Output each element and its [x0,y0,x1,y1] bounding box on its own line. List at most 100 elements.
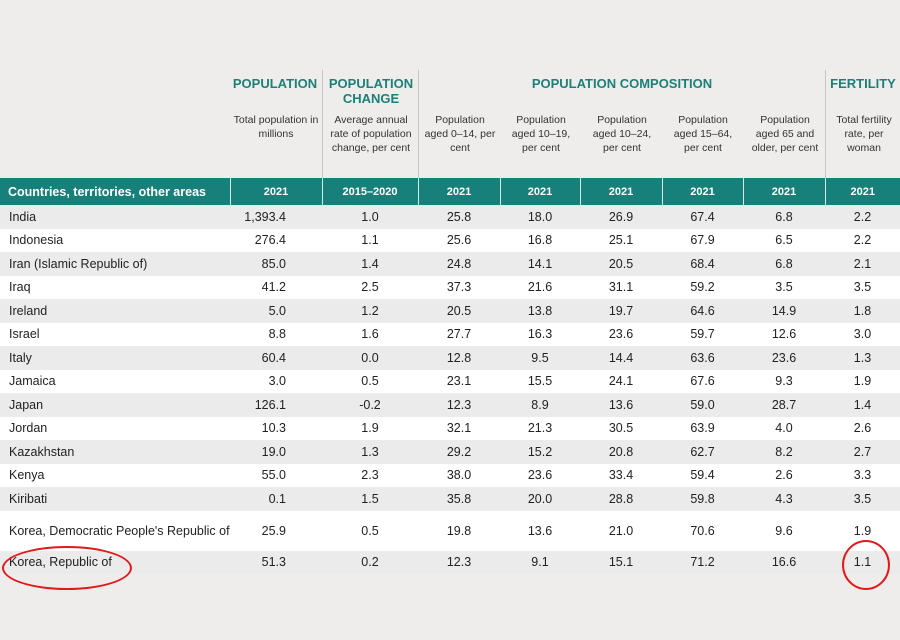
table-row: Indonesia 276.4 1.1 25.6 16.8 25.1 67.9 6.5 2.2 [0,228,900,252]
cell-value: 32.1 [446,421,472,436]
cell-value: 26.9 [608,209,634,224]
cell-value: 13.6 [527,523,553,538]
cell-value: 21.0 [608,523,634,538]
subheader: Total population in millions [233,114,319,140]
col-header: 2021 [499,178,580,205]
country-name: Iraq [9,280,31,295]
country-name: Japan [9,397,44,412]
annotation-circle-korea [2,546,132,590]
cell-value: 8.9 [531,397,549,412]
cell-value: 67.9 [690,233,715,248]
cell-value: 18.0 [527,209,553,224]
cell-value: 71.2 [690,555,715,570]
cell-value: 6.8 [775,256,793,271]
cell-value: 0.2 [361,555,379,570]
country-name: Israel [9,327,40,342]
cell-value: 13.8 [527,303,553,318]
divider [322,70,323,178]
cell-value: 2.7 [853,444,872,459]
cell-value: 10.3 [261,421,286,436]
population-table: Countries, territories, other areas 2021… [0,178,900,574]
cell-value: 1.0 [361,209,379,224]
cell-value: 25.1 [608,233,634,248]
cell-value: 21.3 [527,421,553,436]
country-name: Jamaica [9,374,56,389]
cell-value: 8.2 [775,444,793,459]
subheader: Population aged 15–64, per cent [673,114,733,154]
cell-value: 9.5 [531,350,549,365]
cell-value: 3.5 [853,280,872,295]
cell-value: 23.6 [527,468,553,483]
cell-value: 16.8 [527,233,553,248]
column-header-row: Countries, territories, other areas 2021… [0,178,900,205]
cell-value: 2.1 [853,256,872,271]
cell-value: 0.5 [361,374,379,389]
cell-value: 23.6 [771,350,797,365]
cell-value: 24.1 [608,374,634,389]
cell-value: 16.3 [527,327,553,342]
annotation-circle-fertility [842,540,890,590]
cell-value: 2.6 [775,468,793,483]
cell-value: 41.2 [261,280,286,295]
cell-value: 55.0 [261,468,286,483]
cell-value: 62.7 [690,444,715,459]
cell-value: 59.2 [690,280,715,295]
cell-value: 51.3 [261,555,286,570]
table-row: Kazakhstan 19.0 1.3 29.2 15.2 20.8 62.7 8.2 2.7 [0,440,900,464]
cell-value: 20.8 [608,444,634,459]
cell-value: 1,393.4 [244,209,286,224]
country-name: Italy [9,350,32,365]
table-row: Iraq 41.2 2.5 37.3 21.6 31.1 59.2 3.5 3.5 [0,275,900,299]
cell-value: 1.3 [853,350,872,365]
cell-value: -0.2 [359,397,381,412]
cell-value: 20.5 [446,303,472,318]
cell-value: 1.9 [361,421,379,436]
cell-value: 14.1 [527,256,553,271]
cell-value: 20.0 [527,491,553,506]
cell-value: 2.2 [853,209,872,224]
country-name: Korea, Democratic People's Republic of [9,523,230,538]
group-population-composition: POPULATION COMPOSITION [531,76,713,91]
cell-value: 0.0 [361,350,379,365]
cell-value: 67.4 [690,209,715,224]
cell-value: 1.5 [361,491,379,506]
table-row: Kenya 55.0 2.3 38.0 23.6 33.4 59.4 2.6 3.3 [0,463,900,487]
subheader: Average annual rate of population change… [330,114,412,154]
country-name: Kenya [9,468,45,483]
cell-value: 8.8 [268,327,286,342]
col-header: 2021 [661,178,743,205]
cell-value: 4.3 [775,491,793,506]
country-name: Indonesia [9,233,64,248]
col-header: 2021 [824,178,900,205]
cell-value: 37.3 [446,280,472,295]
cell-value: 33.4 [608,468,634,483]
country-name: Kiribati [9,491,48,506]
col-header: 2021 [579,178,662,205]
cell-value: 59.0 [690,397,715,412]
cell-value: 1.4 [853,397,872,412]
table-row: Israel 8.8 1.6 27.7 16.3 23.6 59.7 12.6 3.0 [0,322,900,346]
table-row: Italy 60.4 0.0 12.8 9.5 14.4 63.6 23.6 1.3 [0,346,900,370]
table-row: Iran (Islamic Republic of) 85.0 1.4 24.8 14.… [0,252,900,276]
cell-value: 19.8 [446,523,472,538]
cell-value: 15.5 [527,374,553,389]
cell-value: 1.9 [853,374,872,389]
divider [825,70,826,178]
cell-value: 23.1 [446,374,472,389]
cell-value: 1.2 [361,303,379,318]
cell-value: 68.4 [690,256,715,271]
divider [418,70,419,178]
cell-value: 20.5 [608,256,634,271]
cell-value: 2.3 [361,468,379,483]
cell-value: 4.0 [775,421,793,436]
cell-value: 12.3 [446,397,472,412]
cell-value: 70.6 [690,523,715,538]
cell-value: 28.8 [608,491,634,506]
cell-value: 1.8 [853,303,872,318]
cell-value: 3.5 [775,280,793,295]
country-name: Ireland [9,303,48,318]
table-row: Korea, Democratic People's Republic of 25… [0,510,900,551]
cell-value: 9.3 [775,374,793,389]
table-row: Jamaica 3.0 0.5 23.1 15.5 24.1 67.6 9.3 1.9 [0,369,900,393]
group-population: POPULATION [232,76,318,91]
